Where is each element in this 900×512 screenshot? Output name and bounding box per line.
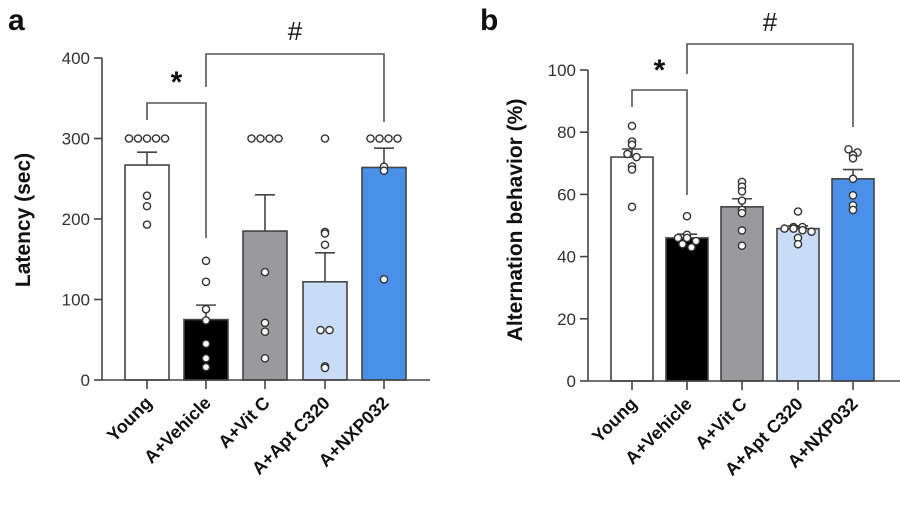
bar-a-nxp032: [361, 166, 407, 381]
data-point: [627, 202, 637, 212]
significance-label: *: [171, 66, 183, 99]
bar-a-apt-c320: [776, 227, 820, 382]
data-point: [375, 134, 384, 143]
data-point: [142, 220, 152, 229]
y-tick-label: 0: [567, 372, 576, 391]
data-point: [201, 277, 211, 287]
panel-label: b: [480, 4, 498, 37]
data-point: [201, 362, 211, 372]
data-point: [133, 134, 143, 143]
y-axis-title: Alternation behavior (%): [504, 99, 527, 342]
data-point: [393, 134, 402, 143]
data-point: [737, 186, 747, 196]
data-point: [265, 134, 274, 143]
data-point: [737, 208, 747, 218]
significance-bracket: [686, 43, 854, 127]
data-point: [678, 239, 687, 249]
x-tick-label: Young: [588, 394, 641, 447]
y-tick-label: 0: [81, 371, 90, 390]
data-point: [320, 134, 330, 143]
data-point: [151, 134, 161, 143]
data-point: [124, 134, 134, 143]
significance-label: #: [763, 7, 778, 37]
data-point: [201, 304, 211, 314]
y-tick-label: 200: [62, 210, 90, 229]
data-point: [316, 325, 325, 335]
data-point: [260, 353, 270, 363]
data-point: [142, 201, 152, 211]
panel-label: a: [8, 4, 25, 37]
data-point: [682, 211, 692, 221]
data-point: [201, 316, 211, 325]
data-point: [384, 134, 393, 143]
significance-bracket: [146, 102, 207, 238]
bar-a-vehicle: [665, 237, 709, 382]
data-point: [201, 256, 211, 266]
data-point: [320, 363, 330, 373]
data-point: [325, 325, 334, 335]
data-point: [737, 226, 747, 235]
data-point: [627, 140, 637, 149]
data-point: [780, 224, 789, 233]
data-point: [627, 121, 637, 131]
data-point: [201, 339, 211, 349]
x-tick-label: A+Vit C: [214, 393, 274, 453]
data-point: [260, 318, 270, 328]
y-tick-label: 40: [557, 248, 576, 267]
data-point: [379, 166, 389, 175]
data-point: [632, 152, 641, 162]
y-tick-label: 20: [557, 310, 576, 329]
data-point: [682, 233, 692, 243]
data-point: [320, 240, 330, 250]
data-point: [256, 134, 265, 143]
bar-young: [610, 156, 654, 382]
y-tick-label: 60: [557, 185, 576, 204]
x-tick-label: Young: [103, 393, 156, 446]
data-point: [691, 236, 701, 246]
data-point: [201, 353, 211, 363]
data-point: [793, 239, 803, 249]
y-tick-label: 100: [62, 291, 90, 310]
data-point: [623, 149, 632, 159]
data-point: [366, 134, 375, 143]
data-point: [142, 134, 152, 143]
data-point: [142, 191, 152, 200]
data-point: [274, 134, 283, 143]
data-point: [320, 229, 330, 238]
data-point: [260, 267, 270, 277]
y-tick-label: 80: [557, 123, 576, 142]
data-point: [687, 242, 696, 252]
significance-bracket: [205, 53, 385, 122]
data-point: [793, 207, 803, 216]
y-tick-label: 400: [62, 49, 90, 68]
data-point: [848, 154, 858, 163]
data-point: [260, 327, 270, 337]
panel-b: b Alternation behavior (%) 0 20 40 60 80 100 You…: [480, 4, 900, 480]
data-point: [737, 196, 747, 205]
data-point: [627, 165, 637, 174]
data-point: [798, 225, 807, 235]
data-point: [160, 134, 170, 143]
data-point: [247, 134, 256, 143]
data-point: [673, 233, 683, 243]
significance-bracket: [631, 89, 688, 195]
bar-young: [124, 164, 170, 381]
significance-label: #: [288, 16, 303, 46]
data-point: [789, 224, 798, 233]
data-point: [844, 145, 853, 154]
data-point: [848, 174, 858, 184]
y-tick-label: 300: [62, 130, 90, 149]
data-point: [848, 205, 858, 215]
data-point: [848, 191, 858, 200]
y-tick-label: 100: [548, 61, 576, 80]
y-axis-title: Latency (sec): [12, 153, 35, 287]
data-point: [807, 227, 816, 237]
data-point: [379, 275, 389, 284]
significance-label: *: [654, 54, 666, 87]
data-point: [737, 241, 747, 251]
